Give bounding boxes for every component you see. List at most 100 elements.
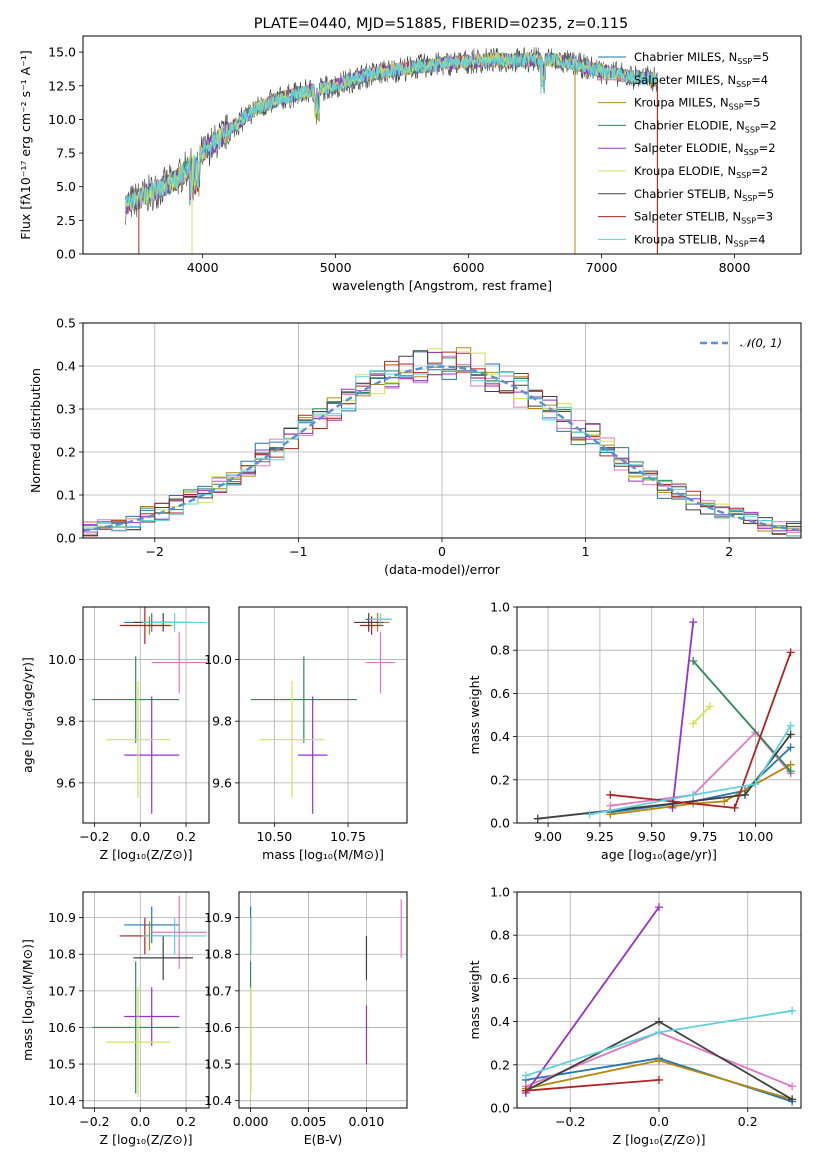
y-tick-label: 10.6 bbox=[48, 1020, 76, 1035]
point-salpeter_miles bbox=[365, 631, 396, 694]
x-tick-label: 0 bbox=[438, 544, 446, 559]
y-tick-label: 9.6 bbox=[56, 775, 76, 790]
series-chabrier_elodie bbox=[689, 657, 795, 776]
point-salpeter_stelib bbox=[119, 607, 171, 645]
series-marker bbox=[606, 790, 615, 799]
series-salpeter_stelib bbox=[606, 648, 795, 812]
series-marker bbox=[655, 1017, 663, 1026]
series-marker bbox=[533, 814, 542, 823]
series-marker bbox=[741, 790, 750, 799]
x-tick-label: 0.2 bbox=[738, 1114, 758, 1129]
legend-count: =2 bbox=[760, 118, 777, 132]
y-tick-label: 7.5 bbox=[56, 146, 76, 161]
point-chabrier_elodie bbox=[250, 656, 357, 743]
x-axis-label: (data-model)/error bbox=[384, 562, 501, 577]
x-tick-label: 0.0 bbox=[130, 1114, 150, 1129]
legend-count: =4 bbox=[751, 73, 768, 87]
weight-lines bbox=[521, 903, 797, 1106]
axes-frame bbox=[82, 891, 210, 1109]
axes-mass_vs_ebv: 0.000 0.005 0.010 10.4 10.5 10.6 10.7 10.8 10.9 E… bbox=[204, 891, 408, 1147]
series-kroupa_stelib bbox=[521, 1006, 797, 1080]
legend-label: 𝒩(0, 1) bbox=[740, 336, 782, 350]
y-tick-label: 10.5 bbox=[48, 1057, 76, 1072]
series-line bbox=[610, 763, 792, 816]
series-marker bbox=[606, 810, 615, 819]
figure-title: PLATE=0440, MJD=51885, FIBERID=0235, z=0… bbox=[254, 16, 628, 32]
series-marker bbox=[786, 648, 795, 657]
series-line bbox=[610, 730, 792, 807]
x-tick-label: 0.000 bbox=[233, 1114, 269, 1129]
series-marker bbox=[788, 1095, 797, 1104]
legend-subscript: SSP bbox=[742, 194, 757, 203]
x-axis-label: wavelength [Angstrom, rest frame] bbox=[332, 278, 552, 293]
point-salpeter_miles bbox=[151, 895, 207, 969]
y-axis-label: mass [log₁₀(M/M⊙)] bbox=[20, 939, 35, 1061]
errorbars bbox=[250, 613, 396, 814]
y-tick-label: 10.9 bbox=[48, 910, 76, 925]
series-marker bbox=[788, 1082, 797, 1091]
axes-frame bbox=[82, 322, 802, 539]
y-tick-label: 0.0 bbox=[56, 531, 76, 546]
series-marker bbox=[689, 618, 698, 627]
point-kroupa_elodie bbox=[105, 987, 171, 1098]
legend-label: Kroupa MILES, NSSP=5 bbox=[634, 96, 760, 112]
y-tick-label: 10.7 bbox=[204, 983, 232, 998]
y-tick-label: 0.6 bbox=[490, 686, 510, 701]
y-tick-label: 10.7 bbox=[48, 983, 76, 998]
series-marker bbox=[655, 903, 663, 912]
legend-subscript: SSP bbox=[745, 125, 760, 134]
series-marker bbox=[786, 743, 795, 752]
y-tick-label: 0.6 bbox=[490, 971, 510, 986]
y-tick-label: 0.2 bbox=[56, 445, 76, 460]
histograms bbox=[83, 347, 801, 537]
point-kroupa_elodie bbox=[259, 681, 325, 799]
point-chabrier_elodie bbox=[92, 961, 180, 1094]
x-tick-label: 1 bbox=[582, 544, 590, 559]
y-tick-label: 9.6 bbox=[212, 775, 232, 790]
spectrum-lines bbox=[125, 46, 658, 254]
series-kroupa_elodie bbox=[689, 702, 714, 728]
y-tick-label: 15.0 bbox=[48, 45, 76, 60]
series-line bbox=[610, 652, 792, 809]
legend-count: =5 bbox=[757, 187, 774, 201]
spectrum-kroupa_stelib bbox=[125, 52, 658, 210]
x-tick-label: 9.75 bbox=[690, 829, 718, 844]
point-salpeter_elodie bbox=[124, 696, 180, 814]
axes-frame bbox=[82, 606, 210, 824]
axes-age_vs_Z: −0.2 0.0 0.2 9.6 9.8 10.0 Z [log₁₀(Z/Z⊙)] age [… bbox=[20, 606, 210, 862]
point-kroupa_stelib bbox=[142, 613, 207, 632]
x-tick-label: 6000 bbox=[453, 260, 485, 275]
point-salpeter_elodie bbox=[297, 696, 328, 814]
axes-spectrum: 4000 5000 6000 7000 8000 0.0 2.5 5.0 7.5 10.0 12.5… bbox=[18, 35, 802, 293]
y-tick-label: 0.2 bbox=[490, 1057, 510, 1072]
y-tick-label: 0.4 bbox=[490, 729, 510, 744]
x-tick-label: 5000 bbox=[320, 260, 352, 275]
legend-subscript: SSP bbox=[736, 171, 751, 180]
series-line bbox=[692, 705, 711, 725]
series-marker bbox=[606, 801, 615, 810]
y-tick-label: 0.8 bbox=[490, 928, 510, 943]
y-tick-label: 10.5 bbox=[204, 1057, 232, 1072]
point-salpeter_miles bbox=[151, 631, 207, 694]
y-tick-label: 9.8 bbox=[212, 714, 232, 729]
series-marker bbox=[720, 797, 729, 806]
x-tick-label: 0.0 bbox=[649, 1114, 669, 1129]
series-marker bbox=[786, 730, 795, 739]
y-axis-label: age [log₁₀(age/yr)] bbox=[20, 657, 35, 773]
x-tick-label: 9.00 bbox=[534, 829, 562, 844]
y-axis-label: mass weight bbox=[467, 675, 482, 754]
x-tick-label: 9.25 bbox=[586, 829, 614, 844]
y-tick-label: 0.0 bbox=[56, 247, 76, 262]
legend-count: =5 bbox=[744, 96, 761, 110]
series-marker bbox=[689, 657, 698, 665]
axes-frame bbox=[516, 891, 802, 1109]
series-marker bbox=[655, 1075, 663, 1084]
x-tick-label: 0.0 bbox=[130, 829, 150, 844]
series-marker bbox=[521, 1086, 530, 1095]
legend-subscript: SSP bbox=[736, 80, 751, 89]
legend-subscript: SSP bbox=[744, 148, 759, 157]
legend-label: Chabrier STELIB, NSSP=5 bbox=[634, 187, 774, 203]
y-tick-label: 0.8 bbox=[490, 643, 510, 658]
errorbars bbox=[92, 895, 207, 1098]
series-salpeter_elodie bbox=[668, 618, 698, 812]
